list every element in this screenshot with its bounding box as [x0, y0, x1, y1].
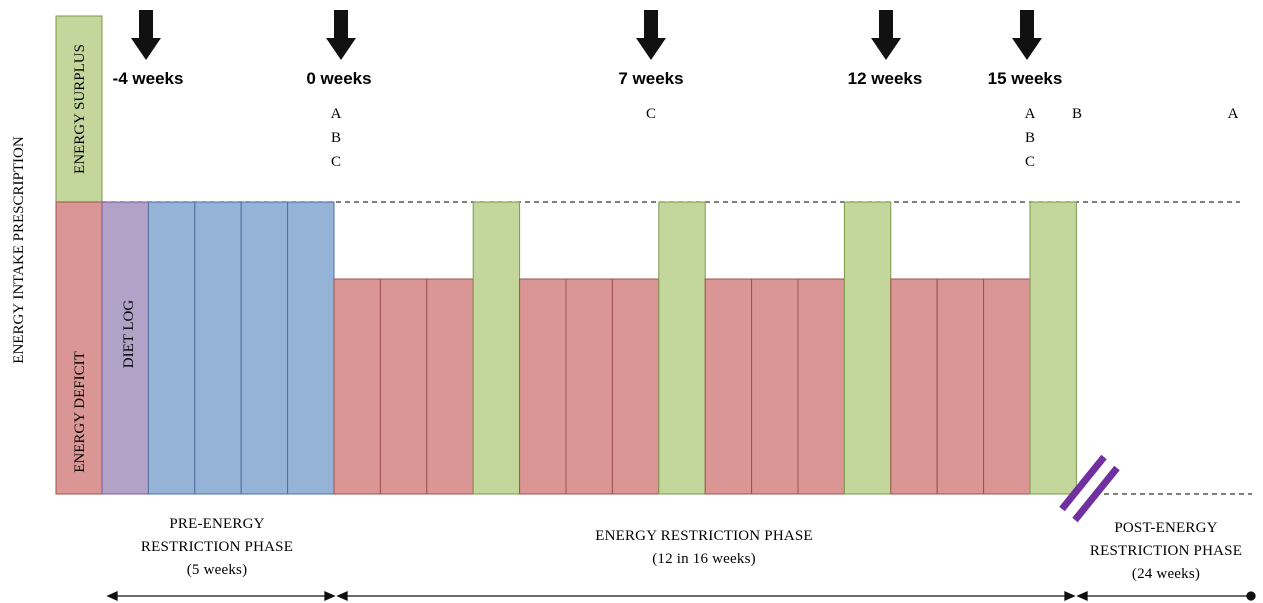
week-bar-deficit: [565, 278, 613, 495]
diet-log-label: DIET LOG: [121, 300, 137, 369]
week-bar-deficit: [704, 278, 753, 495]
test-point-label: B: [331, 130, 341, 146]
test-point-label: C: [646, 106, 656, 122]
phase-label-line: RESTRICTION PHASE: [141, 539, 293, 555]
week-bar-diet-break: [658, 201, 706, 495]
phase-label-line: POST-ENERGY: [1114, 520, 1217, 536]
down-arrow-icon: [636, 10, 666, 60]
test-point-label: A: [1228, 106, 1239, 122]
phase-label-line: (24 weeks): [1132, 566, 1200, 582]
week-bar-deficit: [936, 278, 985, 495]
phase-label-line: (12 in 16 weeks): [652, 551, 756, 567]
down-arrow-icon: [1012, 10, 1042, 60]
surplus-legend-box: [55, 15, 103, 203]
week-bar-diet-break: [472, 201, 521, 495]
phase-label-line: ENERGY RESTRICTION PHASE: [595, 528, 813, 544]
week-bar-deficit: [890, 278, 938, 495]
time-marker-label: 12 weeks: [848, 69, 923, 88]
week-bar-deficit: [426, 278, 474, 495]
week-bar-deficit: [379, 278, 428, 495]
weekly-bars: [101, 201, 1077, 495]
week-bar-deficit: [519, 278, 567, 495]
phase-label-line: RESTRICTION PHASE: [1090, 543, 1242, 559]
down-arrow-icon: [871, 10, 901, 60]
time-break-slash: [1059, 454, 1120, 523]
time-marker-label: 7 weeks: [618, 69, 683, 88]
test-point-label: A: [331, 106, 342, 122]
y-axis-label: ENERGY INTAKE PRESCRIPTION: [11, 136, 27, 364]
test-point-label: C: [1025, 154, 1035, 170]
time-marker-label: 0 weeks: [306, 69, 371, 88]
week-bar-baseline: [194, 201, 242, 495]
test-point-label: A: [1025, 106, 1036, 122]
test-point-label: C: [331, 154, 341, 170]
week-bar-deficit: [611, 278, 660, 495]
week-bar-diet-break: [843, 201, 892, 495]
phase-arrows: [106, 590, 1256, 602]
test-point-label: B: [1025, 130, 1035, 146]
phase-label-line: (5 weeks): [187, 562, 248, 578]
surplus-legend-label: ENERGY SURPLUS: [72, 44, 88, 174]
week-bar-baseline: [147, 201, 196, 495]
deficit-legend-box: [55, 201, 103, 495]
time-marker-label: 15 weeks: [988, 69, 1063, 88]
week-bar-deficit: [751, 278, 799, 495]
week-bar-deficit: [333, 278, 381, 495]
week-bar-diet-break: [1029, 201, 1077, 495]
test-point-label: B: [1072, 106, 1082, 122]
time-marker-label: -4 weeks: [113, 69, 184, 88]
week-bar-baseline: [287, 201, 335, 495]
deficit-legend-label: ENERGY DEFICIT: [72, 351, 88, 473]
down-arrow-icon: [131, 10, 161, 60]
week-bar-deficit: [983, 278, 1031, 495]
phase-labels: PRE-ENERGY RESTRICTION PHASE (5 weeks) ENER…: [141, 516, 1242, 582]
week-bar-deficit: [797, 278, 845, 495]
down-arrow-icon: [326, 10, 356, 60]
phase-label-line: PRE-ENERGY: [169, 516, 264, 532]
week-bar-baseline: [240, 201, 289, 495]
